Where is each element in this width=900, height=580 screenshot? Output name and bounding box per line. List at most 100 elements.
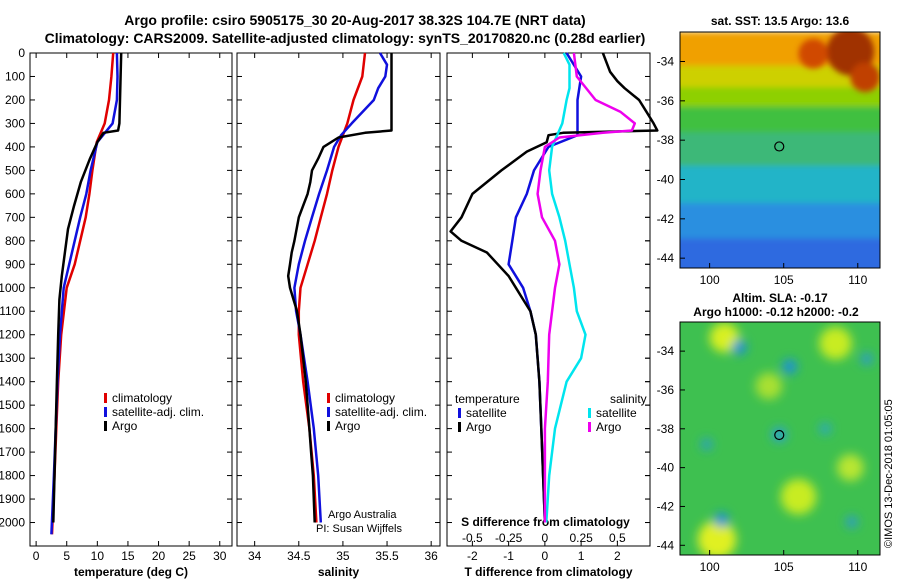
sst-band bbox=[680, 238, 880, 268]
map-blobs bbox=[798, 32, 880, 93]
y-tick-label: 0 bbox=[18, 46, 25, 60]
x-tick-label: 0 bbox=[33, 549, 40, 563]
y-tick-label: 300 bbox=[5, 116, 25, 130]
satellite-sdiff-line bbox=[545, 52, 587, 523]
legend-label: climatology bbox=[335, 391, 395, 405]
legend-swatch bbox=[458, 422, 461, 432]
y-tick-label: 1500 bbox=[0, 398, 25, 412]
x-tick-label: 110 bbox=[848, 273, 867, 287]
map-blob bbox=[709, 322, 740, 353]
sst-map-title: sat. SST: 13.5 Argo: 13.6 bbox=[711, 14, 850, 28]
x-tick-label: 2 bbox=[614, 549, 621, 563]
map-blob bbox=[700, 438, 713, 451]
x-tick-label: 35 bbox=[336, 549, 350, 563]
map-blob bbox=[845, 516, 858, 528]
x-tick-label: 34.5 bbox=[287, 549, 311, 563]
y-tick-label: -40 bbox=[657, 173, 675, 187]
plot-frame bbox=[236, 52, 441, 547]
map-blob bbox=[837, 454, 864, 481]
y-tick-label: -38 bbox=[657, 133, 675, 147]
y-tick-label: -42 bbox=[657, 212, 675, 226]
map-field bbox=[680, 322, 880, 555]
sla-map-subtitle: Argo h1000: -0.12 h2000: -0.2 bbox=[693, 305, 859, 319]
x-axis-label: temperature (deg C) bbox=[74, 565, 188, 579]
x2-tick-label: 0.25 bbox=[569, 531, 593, 545]
y-tick-label: 100 bbox=[5, 69, 25, 83]
y-tick-label: 900 bbox=[5, 257, 25, 271]
map-bands bbox=[680, 32, 880, 268]
y-tick-label: -36 bbox=[657, 383, 675, 397]
y-tick-label: -38 bbox=[657, 422, 675, 436]
y-tick-label: -42 bbox=[657, 499, 675, 513]
legend-label: satellite-adj. clim. bbox=[335, 405, 427, 419]
x-tick-label: 110 bbox=[848, 560, 867, 574]
map-blob bbox=[780, 478, 817, 515]
y-tick-label: -44 bbox=[657, 251, 675, 265]
x-tick-label: 105 bbox=[774, 273, 794, 287]
y-tick-label: -44 bbox=[657, 538, 675, 552]
x-tick-label: 25 bbox=[182, 549, 196, 563]
legend-swatch bbox=[588, 422, 591, 432]
x-tick-label: 20 bbox=[152, 549, 166, 563]
climatology-salinity-line bbox=[297, 52, 367, 523]
legend-label: satellite bbox=[596, 406, 637, 420]
map-blob bbox=[731, 339, 747, 355]
map-blob bbox=[697, 520, 737, 555]
legend-swatch bbox=[458, 408, 461, 418]
x-tick-label: 10 bbox=[91, 549, 105, 563]
legend-swatch bbox=[104, 407, 107, 417]
legend-swatch bbox=[104, 421, 107, 431]
satellite-salinity-line bbox=[293, 52, 389, 523]
y-tick-label: 500 bbox=[5, 163, 25, 177]
map-frame bbox=[679, 31, 881, 269]
y-tick-label: -40 bbox=[657, 461, 675, 475]
y-tick-label: 1600 bbox=[0, 422, 25, 436]
argo-location-marker bbox=[774, 429, 785, 441]
y-tick-label: -34 bbox=[657, 344, 675, 358]
y-tick-label: 400 bbox=[5, 140, 25, 154]
legend-label: Argo bbox=[466, 420, 492, 434]
map-blob bbox=[714, 512, 729, 528]
legend-label: Argo bbox=[112, 419, 138, 433]
x-axis-label: salinity bbox=[318, 565, 360, 579]
x-tick-label: 1 bbox=[578, 549, 585, 563]
y-tick-label: -36 bbox=[657, 94, 675, 108]
credit-line1: Argo Australia bbox=[328, 509, 397, 521]
x-tick-label: 36 bbox=[424, 549, 438, 563]
map-field bbox=[680, 32, 880, 268]
y-tick-label: 2000 bbox=[0, 516, 25, 530]
argo-temperature-line bbox=[52, 52, 123, 523]
timestamp-label: ©IMOS 13-Dec-2018 01:05:05 bbox=[883, 399, 895, 548]
x2-tick-label: 0.5 bbox=[609, 531, 626, 545]
legend-swatch bbox=[327, 393, 330, 403]
x-tick-label: 5 bbox=[63, 549, 70, 563]
legend-title-temperature: temperature bbox=[455, 392, 520, 406]
y-tick-label: 800 bbox=[5, 234, 25, 248]
x-tick-label: 30 bbox=[213, 549, 227, 563]
sla-map-title: Altim. SLA: -0.17 bbox=[732, 291, 828, 305]
x-tick-label: 105 bbox=[774, 560, 794, 574]
y-tick-label: 600 bbox=[5, 187, 25, 201]
x-tick-label: -2 bbox=[467, 549, 478, 563]
legend-swatch bbox=[327, 407, 330, 417]
map-blob bbox=[819, 422, 832, 435]
x-tick-label: 100 bbox=[700, 273, 720, 287]
x-tick-label: 34 bbox=[248, 549, 262, 563]
map-blob bbox=[782, 359, 798, 375]
x-tick-label: 35.5 bbox=[375, 549, 399, 563]
x-tick-label: 15 bbox=[121, 549, 135, 563]
map-blob bbox=[798, 38, 829, 69]
argo-location-marker bbox=[774, 141, 785, 152]
legend-label: Argo bbox=[335, 419, 361, 433]
legend-swatch bbox=[588, 408, 591, 418]
map-blob bbox=[850, 62, 880, 93]
legend-label: Argo bbox=[596, 420, 622, 434]
x2-tick-label: -0.25 bbox=[495, 531, 523, 545]
legend-label: satellite bbox=[466, 406, 507, 420]
map-frame bbox=[679, 321, 881, 556]
y-tick-label: 700 bbox=[5, 210, 25, 224]
salinity-panel: 34 34.5 35 35.5 36 salinity climatologysatelli… bbox=[236, 52, 441, 579]
x2-tick-label: 0 bbox=[542, 531, 549, 545]
map-blob bbox=[755, 372, 783, 400]
